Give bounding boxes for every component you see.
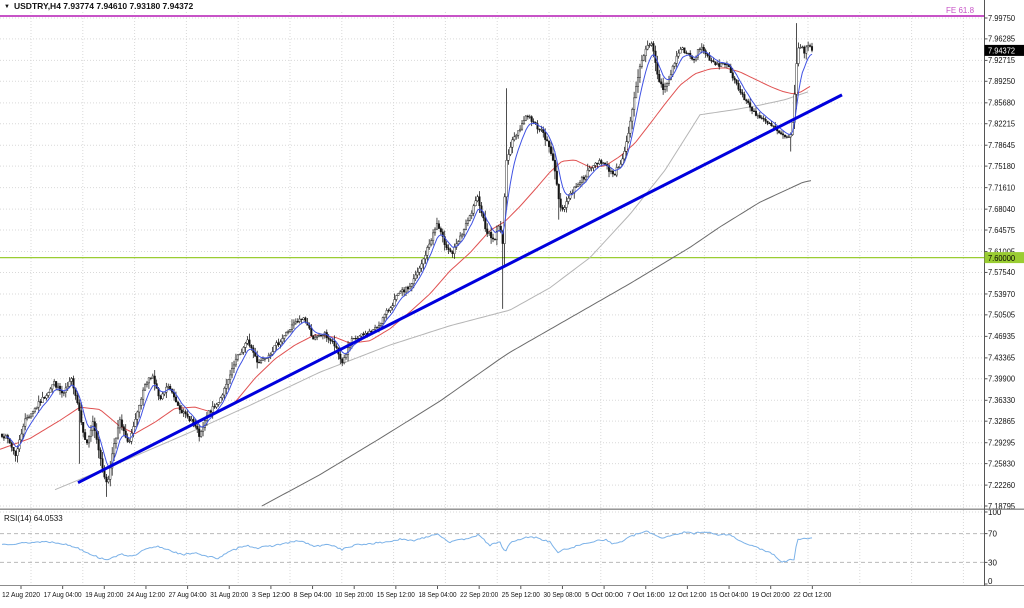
trendline[interactable]	[77, 93, 843, 485]
price-tick-label: 7.36330	[988, 396, 1016, 405]
chart-dropdown-icon[interactable]: ▼	[4, 4, 10, 10]
rsi-scale-label: 100	[988, 508, 1002, 517]
time-tick-label: 19 Oct 20:00	[752, 590, 790, 599]
pane-splitter[interactable]	[0, 508, 1024, 510]
time-axis[interactable]	[0, 586, 1024, 608]
fib-expansion-label: FE 61.8	[946, 6, 975, 15]
price-tick-label: 7.18795	[988, 502, 1016, 511]
ma-gray-dark-line	[261, 180, 812, 507]
rsi-scale-label: 70	[988, 530, 997, 539]
time-tick-label: 17 Aug 04:00	[44, 590, 82, 599]
price-tick-label: 7.68040	[988, 205, 1016, 214]
candles-layer	[0, 23, 814, 497]
symbol-quote-text: USDTRY,H4 7.93774 7.94610 7.93180 7.9437…	[14, 1, 194, 11]
time-tick-label: 25 Sep 12:00	[502, 590, 540, 599]
bid-price-label: 7.94372	[988, 47, 1016, 56]
price-tick-label: 7.39900	[988, 375, 1016, 384]
price-tick-label: 7.32865	[988, 417, 1016, 426]
time-tick-label: 15 Oct 04:00	[710, 590, 748, 599]
time-tick-label: 22 Sep 20:00	[460, 590, 498, 599]
ma-red-line	[0, 67, 811, 450]
time-tick-label: 12 Aug 2020	[2, 590, 40, 599]
time-tick-label: 7 Oct 16:00	[627, 590, 665, 599]
ma-fast-blue-line	[5, 51, 813, 468]
time-tick-label: 30 Sep 08:00	[543, 590, 581, 599]
time-tick-label: 18 Sep 04:00	[419, 590, 457, 599]
axis-divider	[0, 585, 1024, 586]
time-tick-label: 12 Oct 12:00	[668, 590, 706, 599]
price-tick-label: 7.75180	[988, 162, 1016, 171]
axis-labels-layer: 7.99750 7.96285 7.92715 7.89250 7.85680 7.822…	[2, 14, 1016, 599]
rsi-indicator-label: RSI(14) 64.0533	[4, 514, 63, 523]
price-tick-label: 7.64575	[988, 226, 1016, 235]
price-tick-label: 7.53970	[988, 290, 1016, 299]
time-tick-label: 10 Sep 20:00	[335, 590, 373, 599]
price-tick-label: 7.50505	[988, 311, 1016, 320]
price-tick-label: 7.82215	[988, 120, 1016, 129]
price-tick-label: 7.29295	[988, 439, 1016, 448]
time-tick-label: 24 Aug 12:00	[127, 590, 165, 599]
price-tick-label: 7.78645	[988, 141, 1016, 150]
level-price-marker: 7.60000	[984, 252, 1024, 264]
time-tick-label: 5 Oct 00:00	[585, 590, 623, 599]
bid-price-marker: 7.94372	[984, 44, 1024, 56]
price-tick-label: 7.61005	[988, 247, 1016, 256]
price-tick-label: 7.92715	[988, 56, 1016, 65]
rsi-line	[1, 530, 813, 563]
price-tick-label: 7.96285	[988, 35, 1016, 44]
price-tick-label: 7.85680	[988, 99, 1016, 108]
rsi-scale-label: 30	[988, 558, 997, 567]
price-tick-label: 7.46935	[988, 332, 1016, 341]
time-tick-label: 22 Oct 12:00	[793, 590, 831, 599]
price-scale-border	[984, 0, 985, 586]
price-axis[interactable]	[984, 0, 1024, 586]
time-tick-label: 3 Sep 12:00	[252, 590, 290, 599]
level-price-label: 7.60000	[988, 254, 1016, 263]
time-tick-label: 19 Aug 20:00	[85, 590, 123, 599]
price-tick-label: 7.57540	[988, 268, 1016, 277]
price-tick-label: 7.71610	[988, 183, 1016, 192]
time-tick-label: 8 Sep 04:00	[294, 590, 332, 599]
time-tick-label: 27 Aug 04:00	[169, 590, 207, 599]
time-tick-label: 15 Sep 12:00	[377, 590, 415, 599]
rsi-scale-label: 0	[988, 577, 993, 586]
price-tick-label: 7.22260	[988, 481, 1016, 490]
price-tick-label: 7.99750	[988, 14, 1016, 23]
price-tick-label: 7.43365	[988, 354, 1016, 363]
time-tick-label: 31 Aug 20:00	[210, 590, 248, 599]
ma-gray-light-line	[54, 91, 809, 491]
price-tick-label: 7.25830	[988, 459, 1016, 468]
price-tick-label: 7.89250	[988, 77, 1016, 86]
